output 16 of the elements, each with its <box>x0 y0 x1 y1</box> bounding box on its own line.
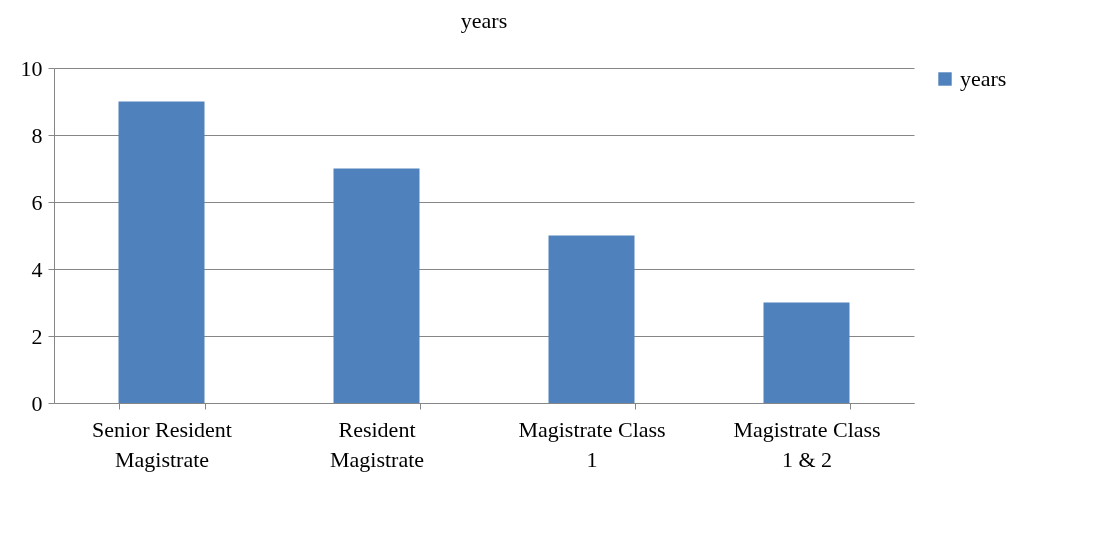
bar <box>548 235 635 403</box>
x-tick-label: Magistrate Class 1 <box>518 416 666 472</box>
bar <box>118 101 205 403</box>
y-tick-label: 10 <box>20 55 43 81</box>
y-tick-label: 0 <box>31 390 43 416</box>
chart-title: years <box>460 8 508 33</box>
y-tick-label: 6 <box>31 189 43 215</box>
y-tick-label: 2 <box>31 323 43 349</box>
bar <box>763 302 850 403</box>
x-tick-label: Resident Magistrate <box>329 416 425 472</box>
y-tick-label: 8 <box>31 122 43 148</box>
legend-label: years <box>960 66 1007 91</box>
bar <box>333 168 420 403</box>
x-tick-label: Magistrate Class 1 & 2 <box>733 416 881 472</box>
x-tick-label: Senior Resident Magistrate <box>92 416 232 472</box>
y-tick-label: 4 <box>31 256 43 282</box>
